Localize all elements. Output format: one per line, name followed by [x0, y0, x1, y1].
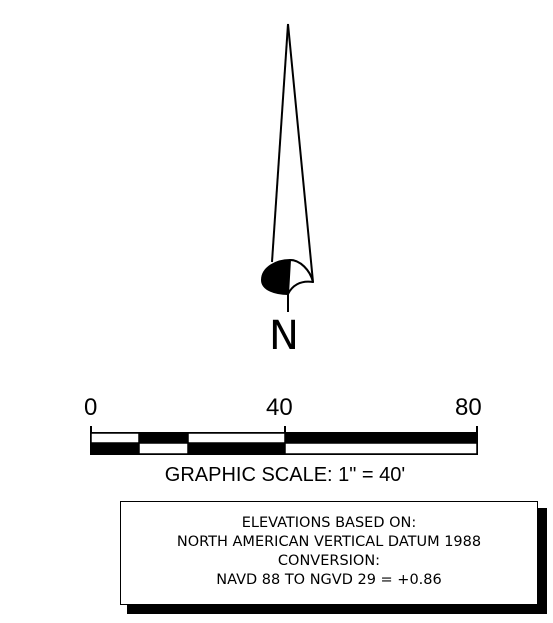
datum-note-line: NAVD 88 TO NGVD 29 = +0.86	[216, 572, 442, 588]
scale-seg-top-4	[285, 433, 477, 443]
scale-seg-bottom-1	[91, 443, 139, 454]
scale-seg-top-3	[187, 432, 286, 444]
scale-seg-top-1	[90, 432, 140, 444]
scale-seg-bottom-2	[138, 442, 189, 455]
scale-tick-label-80: 80	[455, 394, 482, 421]
scale-seg-bottom-4	[284, 442, 478, 455]
scale-seg-top-2	[139, 433, 188, 443]
datum-note-line: CONVERSION:	[277, 553, 381, 569]
scale-tick-label-40: 40	[266, 394, 293, 421]
graphic-scale-caption: GRAPHIC SCALE: 1" = 40'	[164, 464, 406, 486]
north-arrow-icon	[261, 23, 314, 312]
scale-seg-bottom-3	[188, 443, 285, 454]
scale-tick-label-0: 0	[84, 394, 98, 421]
north-label: N	[269, 313, 299, 359]
datum-note-line: NORTH AMERICAN VERTICAL DATUM 1988	[176, 534, 482, 550]
datum-note-line: ELEVATIONS BASED ON:	[241, 515, 417, 531]
datum-note-box: ELEVATIONS BASED ON: NORTH AMERICAN VERT…	[120, 501, 538, 605]
